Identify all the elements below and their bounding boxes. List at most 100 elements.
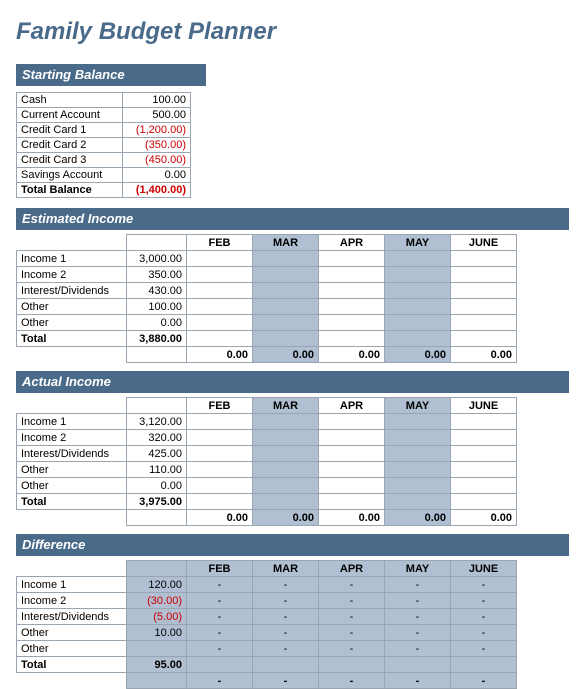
month-totals-row: 0.000.000.000.000.00 [17, 347, 517, 363]
month-header: FEB [187, 561, 253, 577]
month-cell: - [451, 641, 517, 657]
month-cell [319, 251, 385, 267]
starting-balance-section: Starting Balance Cash100.00Current Accou… [0, 64, 585, 198]
month-cell [187, 494, 253, 510]
month-cell [385, 478, 451, 494]
month-cell [385, 494, 451, 510]
month-header: MAY [385, 398, 451, 414]
month-header: MAY [385, 561, 451, 577]
month-cell: - [253, 641, 319, 657]
month-cell [451, 331, 517, 347]
balance-value: 500.00 [123, 108, 191, 123]
row-label: Income 1 [17, 251, 127, 267]
month-cell [187, 430, 253, 446]
row-value: 3,120.00 [127, 414, 187, 430]
actual-income-header: Actual Income [16, 371, 569, 393]
table-row: Income 2(30.00)----- [17, 593, 517, 609]
month-totals-row: ----- [17, 673, 517, 689]
month-cell: - [253, 609, 319, 625]
row-value: 430.00 [127, 283, 187, 299]
table-row: Income 13,000.00 [17, 251, 517, 267]
row-label: Income 2 [17, 593, 127, 609]
row-value: 100.00 [127, 299, 187, 315]
total-value: 95.00 [127, 657, 187, 673]
month-header: FEB [187, 398, 253, 414]
row-label: Other [17, 478, 127, 494]
month-cell [451, 446, 517, 462]
actual-income-section: Actual Income FEBMARAPRMAYJUNEIncome 13,… [0, 371, 585, 526]
month-header: JUNE [451, 561, 517, 577]
month-cell [253, 414, 319, 430]
difference-table: FEBMARAPRMAYJUNEIncome 1120.00-----Incom… [16, 560, 517, 689]
table-row: Interest/Dividends430.00 [17, 283, 517, 299]
row-value: (5.00) [127, 609, 187, 625]
month-cell [451, 315, 517, 331]
month-cell: - [187, 577, 253, 593]
row-value [127, 641, 187, 657]
spacer [127, 347, 187, 363]
row-label: Income 2 [17, 430, 127, 446]
estimated-income-header: Estimated Income [16, 208, 569, 230]
month-cell [451, 657, 517, 673]
month-cell: - [451, 609, 517, 625]
month-total: 0.00 [385, 347, 451, 363]
month-cell [319, 494, 385, 510]
month-total: - [253, 673, 319, 689]
month-cell: - [385, 625, 451, 641]
month-cell [451, 430, 517, 446]
header-spacer [127, 398, 187, 414]
month-cell [385, 462, 451, 478]
table-row: Interest/Dividends(5.00)----- [17, 609, 517, 625]
month-cell [385, 414, 451, 430]
balance-label: Credit Card 3 [17, 153, 123, 168]
month-cell [319, 299, 385, 315]
month-total: 0.00 [253, 510, 319, 526]
row-value: 320.00 [127, 430, 187, 446]
balance-value: (1,200.00) [123, 123, 191, 138]
month-cell [253, 331, 319, 347]
total-row: Total3,880.00 [17, 331, 517, 347]
table-row: Other110.00 [17, 462, 517, 478]
month-cell [319, 430, 385, 446]
month-cell [187, 267, 253, 283]
month-cell [319, 462, 385, 478]
header-spacer [17, 561, 127, 577]
balance-row: Credit Card 1(1,200.00) [17, 123, 191, 138]
balance-value: (350.00) [123, 138, 191, 153]
month-cell [451, 283, 517, 299]
row-label: Interest/Dividends [17, 609, 127, 625]
month-cell [187, 462, 253, 478]
month-cell [253, 430, 319, 446]
month-cell [253, 267, 319, 283]
month-cell [319, 331, 385, 347]
table-header-row: FEBMARAPRMAYJUNE [17, 398, 517, 414]
difference-section: Difference FEBMARAPRMAYJUNEIncome 1120.0… [0, 534, 585, 689]
row-value: 10.00 [127, 625, 187, 641]
row-label: Interest/Dividends [17, 283, 127, 299]
row-value: 350.00 [127, 267, 187, 283]
starting-balance-header: Starting Balance [16, 64, 206, 86]
month-cell: - [385, 609, 451, 625]
month-header: MAR [253, 561, 319, 577]
month-cell [187, 251, 253, 267]
table-row: Income 2350.00 [17, 267, 517, 283]
month-header: APR [319, 235, 385, 251]
row-value: 0.00 [127, 315, 187, 331]
month-cell: - [187, 625, 253, 641]
row-label: Other [17, 625, 127, 641]
month-cell [187, 414, 253, 430]
total-value: 3,975.00 [127, 494, 187, 510]
balance-row: Credit Card 2(350.00) [17, 138, 191, 153]
row-value: 3,000.00 [127, 251, 187, 267]
month-header: APR [319, 561, 385, 577]
balance-row: Current Account500.00 [17, 108, 191, 123]
spacer [17, 347, 127, 363]
balance-total-value: (1,400.00) [123, 183, 191, 198]
balance-row: Cash100.00 [17, 93, 191, 108]
month-cell [385, 657, 451, 673]
row-label: Other [17, 315, 127, 331]
row-value: 120.00 [127, 577, 187, 593]
month-cell: - [451, 625, 517, 641]
row-value: 110.00 [127, 462, 187, 478]
row-value: 0.00 [127, 478, 187, 494]
